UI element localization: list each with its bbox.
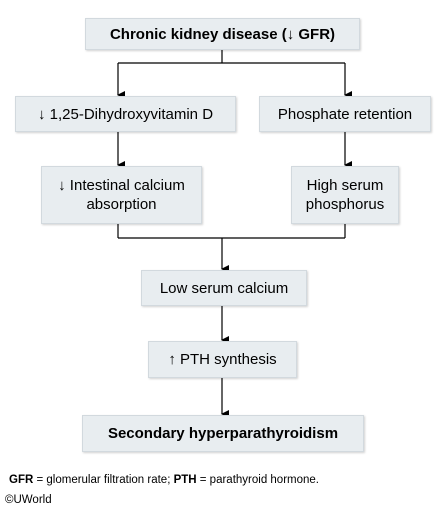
node-phosphate-retention: Phosphate retention <box>259 96 431 132</box>
node-secondary-hyperparathyroidism: Secondary hyperparathyroidism <box>82 415 364 452</box>
pth-abbreviation: PTH <box>173 474 197 486</box>
pth-definition: = parathyroid hormone. <box>196 474 319 486</box>
node-low-serum-calcium: Low serum calcium <box>141 270 307 306</box>
node-dihydroxyvitamin-d: ↓ 1,25-Dihydroxyvitamin D <box>15 96 236 132</box>
gfr-abbreviation: GFR <box>9 474 34 486</box>
copyright-notice: ©UWorld <box>5 494 52 506</box>
abbreviation-footnote: GFR = glomerular filtration rate; PTH = … <box>9 474 319 486</box>
node-intestinal-calcium-absorption: ↓ Intestinal calcium absorption <box>41 166 202 224</box>
node-high-serum-phosphorus: High serum phosphorus <box>291 166 399 224</box>
gfr-definition: = glomerular filtration rate; <box>33 474 174 486</box>
node-chronic-kidney-disease: Chronic kidney disease (↓ GFR) <box>85 18 360 50</box>
node-pth-synthesis: ↑ PTH synthesis <box>148 341 297 378</box>
